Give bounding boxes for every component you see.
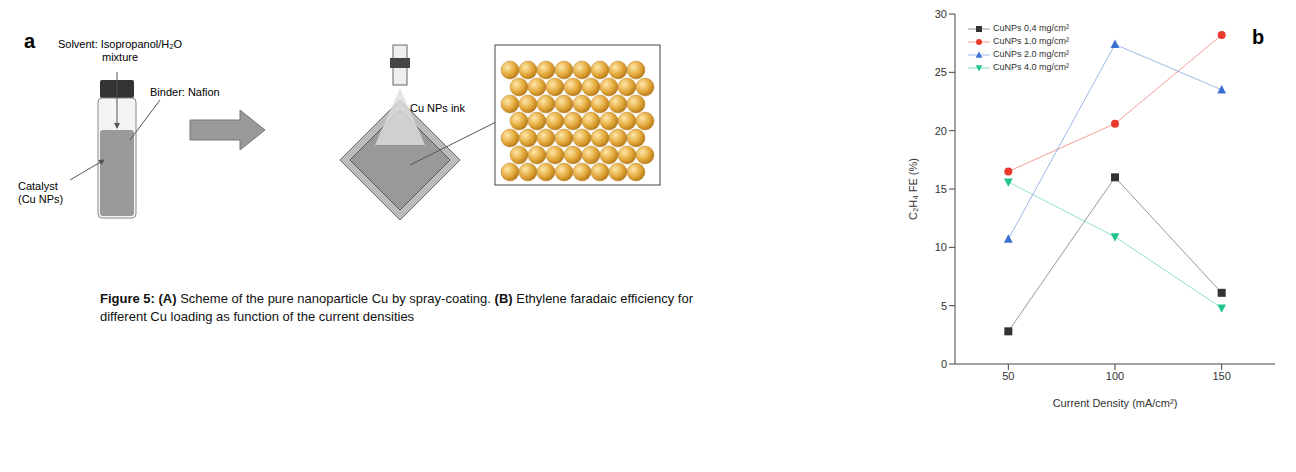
svg-text:5: 5: [941, 300, 947, 312]
svg-text:20: 20: [935, 125, 947, 137]
svg-text:Cu NPs ink: Cu NPs ink: [410, 102, 466, 114]
html-text:CuNPs 1.0 mg/cm²: CuNPs 1.0 mg/cm²: [993, 36, 1069, 46]
html-text:Binder: Nafion: Binder: Nafion: [150, 86, 220, 98]
html-text:b: b: [1252, 26, 1265, 48]
svg-text:30: 30: [935, 8, 947, 20]
html-text:CuNPs 2.0 mg/cm²: CuNPs 2.0 mg/cm²: [993, 49, 1069, 59]
svg-text:15: 15: [935, 183, 947, 195]
svg-text:0: 0: [941, 358, 947, 370]
svg-text:100: 100: [1106, 370, 1124, 382]
svg-text:50: 50: [1002, 370, 1014, 382]
svg-text:a: a: [24, 30, 36, 52]
html-text:CuNPs 4.0 mg/cm²: CuNPs 4.0 mg/cm²: [993, 62, 1069, 72]
svg-text:C₂H₄ FE (%): C₂H₄ FE (%): [907, 158, 919, 220]
svg-text:Current Density (mA/cm²): Current Density (mA/cm²): [1053, 397, 1178, 409]
html-text:Catalyst (Cu NPs): Catalyst (Cu NPs): [18, 180, 64, 205]
svg-text:150: 150: [1212, 370, 1230, 382]
svg-text:10: 10: [935, 241, 947, 253]
svg-text:25: 25: [935, 66, 947, 78]
html-text:Solvent: Isopropanol/H₂O mixtu: Solvent: Isopropanol/H₂O mixture: [57, 38, 183, 63]
html-text:CuNPs 0,4 mg/cm²: CuNPs 0,4 mg/cm²: [993, 23, 1069, 33]
html-text:Figure 5: (A) Scheme of the pu: Figure 5: (A) Scheme of the pure nanopar…: [100, 291, 693, 324]
